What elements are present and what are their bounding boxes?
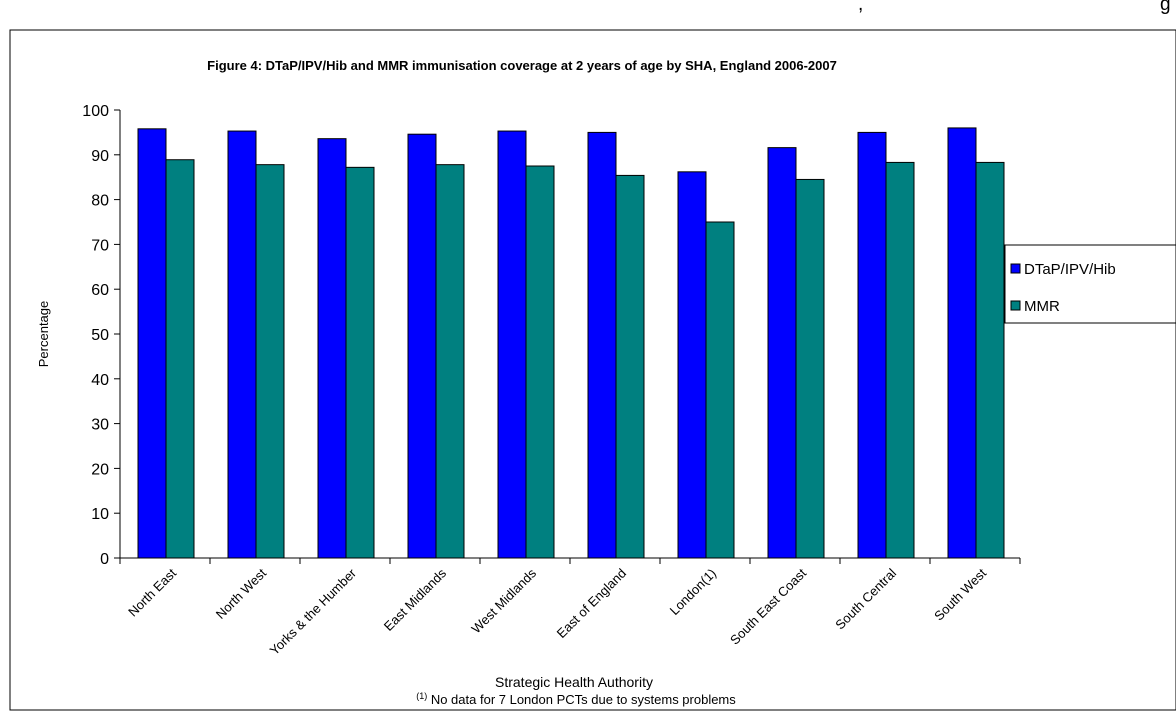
footnote-text: No data for 7 London PCTs due to systems… xyxy=(427,692,736,707)
y-tick-label: 0 xyxy=(100,551,109,568)
y-tick-label: 10 xyxy=(91,506,109,523)
bar-mmr xyxy=(255,164,285,559)
bar-dtap-ipv-hib xyxy=(227,130,257,559)
bar-mmr xyxy=(345,166,375,559)
x-axis-title: Strategic Health Authority xyxy=(495,674,653,690)
clipped-text-fragment-right: g xyxy=(1160,0,1171,15)
bar-mmr xyxy=(795,178,825,559)
bar-mmr xyxy=(435,164,465,559)
clipped-text-fragment-left: , xyxy=(858,0,864,15)
footnote: (1) No data for 7 London PCTs due to sys… xyxy=(416,691,736,707)
y-tick-label: 90 xyxy=(91,148,109,165)
legend: DTaP/IPV/Hib MMR xyxy=(1004,244,1176,324)
bar-dtap-ipv-hib xyxy=(407,133,437,559)
bar-dtap-ipv-hib xyxy=(677,171,707,559)
bar-mmr xyxy=(705,221,735,559)
y-tick-label: 70 xyxy=(91,237,109,254)
y-axis-ticks: 0 10 20 30 40 50 60 70 80 90 100 xyxy=(82,103,120,568)
footnote-marker: (1) xyxy=(416,691,427,701)
legend-swatch-dtap xyxy=(1010,263,1021,274)
legend-box xyxy=(1004,244,1176,324)
bar-dtap-ipv-hib xyxy=(587,131,617,559)
y-tick-label: 40 xyxy=(91,372,109,389)
y-tick-label: 100 xyxy=(82,103,109,120)
legend-label-dtap: DTaP/IPV/Hib xyxy=(1024,261,1116,278)
bar-dtap-ipv-hib xyxy=(497,130,527,559)
bar-mmr xyxy=(165,159,195,559)
bar-dtap-ipv-hib xyxy=(947,127,977,559)
bar-dtap-ipv-hib xyxy=(317,138,347,559)
y-axis-title: Percentage xyxy=(36,301,51,368)
chart-title: Figure 4: DTaP/IPV/Hib and MMR immunisat… xyxy=(207,58,837,73)
legend-label-mmr: MMR xyxy=(1024,298,1060,315)
y-tick-label: 50 xyxy=(91,327,109,344)
bar-mmr xyxy=(885,161,915,559)
bar-mmr xyxy=(525,165,555,559)
y-tick-label: 20 xyxy=(91,461,109,478)
bar-dtap-ipv-hib xyxy=(137,128,167,559)
y-tick-label: 60 xyxy=(91,282,109,299)
bar-dtap-ipv-hib xyxy=(857,131,887,559)
legend-swatch-mmr xyxy=(1010,300,1021,311)
bar-mmr xyxy=(615,174,645,559)
y-tick-label: 30 xyxy=(91,417,109,434)
bar-mmr xyxy=(975,161,1005,559)
y-tick-label: 80 xyxy=(91,193,109,210)
bar-dtap-ipv-hib xyxy=(767,147,797,559)
